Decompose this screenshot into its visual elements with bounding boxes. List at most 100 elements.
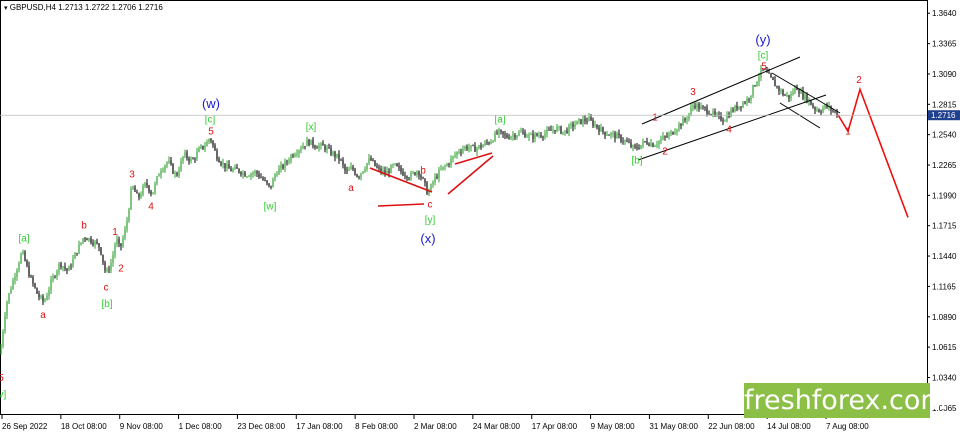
wave-label-primary: (x) (420, 231, 435, 246)
candle-body (728, 115, 730, 117)
wave-label-minor: a (40, 310, 46, 321)
wave-label-minor: 2 (118, 264, 124, 275)
candle-body (680, 123, 682, 126)
candle-body (488, 142, 490, 144)
candle-body (80, 242, 82, 245)
candle-body (60, 263, 62, 268)
candle-body (600, 127, 602, 132)
candle-body (590, 117, 592, 121)
collapse-triangle-icon[interactable]: ▾ (4, 5, 8, 12)
candle-body (182, 156, 184, 161)
candle-body (230, 168, 232, 172)
wave-label-intermediate: [y] (425, 215, 436, 226)
candle-body (706, 107, 708, 114)
candle-body (444, 165, 446, 167)
candle-body (36, 287, 38, 294)
candle-body (66, 268, 68, 271)
candle-body (238, 168, 240, 173)
candle-body (602, 127, 604, 132)
candle-body (322, 143, 324, 146)
candle-body (232, 169, 234, 172)
candle-body (130, 189, 132, 210)
candle-body (26, 260, 28, 266)
candle-body (694, 105, 696, 108)
wave-label-intermediate: [c] (758, 50, 769, 61)
candle-body (50, 280, 52, 291)
candle-body (770, 73, 772, 78)
candle-body (192, 158, 194, 160)
candle-body (812, 105, 814, 108)
candle-body (674, 132, 676, 135)
candle-body (352, 166, 354, 170)
candle-body (612, 133, 614, 134)
candle-body (652, 143, 654, 147)
time-tick-label: 7 Aug 08:00 (826, 422, 869, 431)
candle-body (526, 136, 528, 138)
candle-body (684, 118, 686, 121)
candle-body (272, 178, 274, 188)
candle-body (662, 136, 664, 140)
candle-body (6, 301, 8, 316)
candle-body (354, 169, 356, 175)
candle-body (28, 265, 30, 277)
candle-body (712, 111, 714, 115)
current-price-marker: 1.2716 (0, 110, 960, 121)
candle-body (280, 164, 282, 169)
candle-body (764, 69, 766, 70)
candle-body (580, 119, 582, 124)
wave-label-intermediate: [a] (18, 234, 29, 245)
candle-body (266, 180, 268, 184)
wave-label-intermediate: [w] (264, 202, 277, 213)
wave-label-primary: (y) (755, 32, 770, 47)
candle-body (802, 91, 804, 99)
candle-body (180, 160, 182, 171)
candle-body (98, 243, 100, 248)
candle-body (392, 164, 394, 166)
candle-body (508, 137, 510, 139)
candle-body (558, 126, 560, 128)
candle-body (404, 175, 406, 177)
channel-lower-line (637, 94, 827, 161)
candle-body (346, 170, 348, 172)
candle-body (686, 119, 688, 121)
candle-body (522, 131, 524, 133)
candle-body (436, 176, 438, 179)
candle-body (142, 186, 144, 195)
candle-body (440, 168, 442, 170)
candle-body (64, 266, 66, 269)
candle-body (774, 80, 776, 87)
candle-body (370, 158, 372, 161)
candle-body (716, 114, 718, 116)
candle-body (458, 152, 460, 153)
candle-body (288, 160, 290, 162)
candle-body (824, 104, 826, 109)
candle-body (88, 238, 90, 241)
candle-body (576, 120, 578, 125)
candle-body (794, 86, 796, 93)
candle-body (414, 172, 416, 175)
candle-body (328, 147, 330, 149)
candle-body (164, 165, 166, 170)
candle-body (702, 106, 704, 108)
candle-body (446, 163, 448, 166)
candle-body (790, 94, 792, 99)
candle-body (624, 140, 626, 142)
candle-body (342, 159, 344, 165)
candle-body (42, 296, 44, 302)
candle-body (830, 106, 832, 111)
candle-body (100, 247, 102, 255)
candle-body (316, 147, 318, 149)
candle-body (648, 143, 650, 146)
candle-body (24, 251, 26, 261)
candle-body (556, 126, 558, 132)
candle-body (34, 283, 36, 288)
candle-body (630, 142, 632, 148)
candle-body (356, 174, 358, 177)
candle-body (502, 131, 504, 135)
candle-body (314, 145, 316, 148)
candle-body (492, 141, 494, 142)
time-tick-label: 9 Nov 08:00 (120, 422, 164, 431)
candle-body (52, 276, 54, 281)
candle-body (636, 146, 638, 149)
